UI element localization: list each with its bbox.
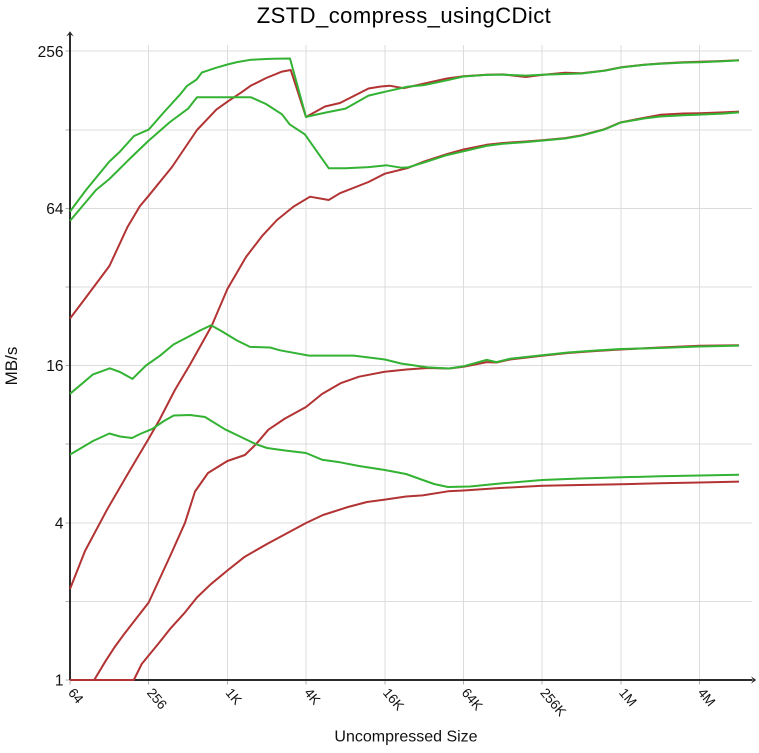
svg-text:256: 256 (38, 44, 64, 61)
svg-text:ZSTD_compress_usingCDict: ZSTD_compress_usingCDict (257, 3, 551, 28)
svg-text:16: 16 (46, 358, 63, 375)
svg-text:1: 1 (55, 673, 64, 690)
svg-text:MB/s: MB/s (2, 347, 21, 386)
svg-text:4: 4 (55, 515, 64, 532)
svg-text:64: 64 (46, 201, 64, 218)
svg-text:Uncompressed Size: Uncompressed Size (334, 729, 477, 746)
